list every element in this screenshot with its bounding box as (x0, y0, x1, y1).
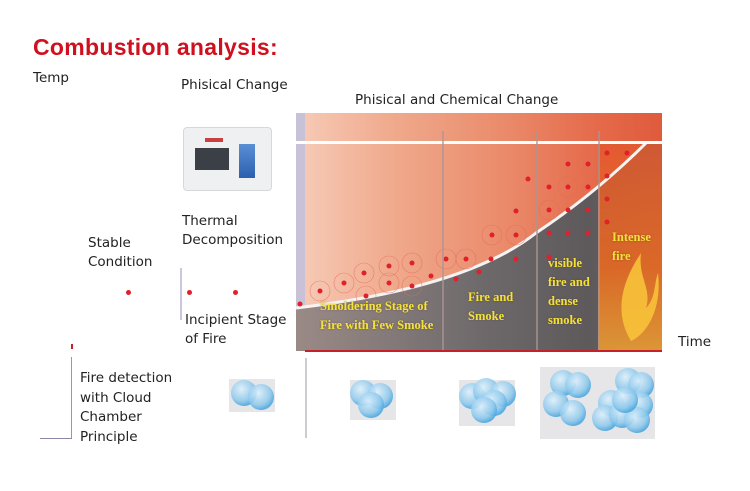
brand-logo (205, 138, 223, 142)
particle-dot (233, 290, 238, 295)
label-line: Decomposition (182, 232, 284, 248)
label-line: Stable (88, 235, 131, 251)
label-line: smoke (548, 313, 583, 327)
combustion-chart: Smoldering Stage of Fire with Few Smoke … (296, 113, 662, 351)
fire-detector-device (183, 127, 272, 191)
stage-visible-fire-label: visible fire and dense smoke (548, 254, 590, 330)
screen (195, 148, 229, 170)
incipient-stage-label: Incipient Stage of Fire (185, 311, 287, 349)
stage-smoldering-label: Smoldering Stage of Fire with Few Smoke (320, 297, 433, 335)
stage-fire-smoke-label: Fire and Smoke (468, 288, 513, 326)
divider (305, 358, 307, 438)
divider (180, 268, 182, 320)
chart-left-strip (296, 113, 305, 351)
particle-dot (126, 290, 131, 295)
x-axis-label: Time (678, 334, 712, 350)
stage-divider (536, 131, 538, 351)
label-line: Thermal (182, 213, 238, 229)
label-line: of Fire (185, 331, 227, 347)
label-line: Fire with Few Smoke (320, 318, 434, 332)
indicator-panel (239, 144, 255, 178)
bracket-line (40, 438, 72, 439)
label-line: Smoke (468, 309, 505, 323)
label-line: with Cloud (80, 389, 152, 406)
page-title: Combustion analysis: (33, 34, 278, 60)
label-line: Principle (80, 428, 138, 445)
header-physical-chemical-change: Phisical and Chemical Change (355, 92, 559, 108)
particle-dot (187, 290, 192, 295)
thermal-decomposition-label: Thermal Decomposition (182, 212, 283, 250)
stable-condition-label: Stable Condition (88, 234, 152, 272)
stage-divider (442, 131, 444, 351)
time-axis (305, 350, 662, 352)
label-line: visible (548, 256, 583, 270)
label-line: Incipient Stage (185, 312, 287, 328)
label-line: Fire detection (80, 370, 173, 386)
label-line: Fire and (468, 290, 514, 304)
label-line: dense (548, 294, 578, 308)
label-line: fire and (548, 275, 590, 289)
detection-principle-label: Fire detection with Cloud Chamber Princi… (80, 369, 172, 447)
smoke-fire-curve (296, 141, 662, 351)
label-line: fire (612, 249, 631, 263)
stage-intense-fire-label: Intense fire (612, 228, 651, 266)
marker (71, 344, 73, 349)
stage-divider (598, 131, 600, 351)
label-line: Condition (88, 254, 153, 270)
label-line: Intense (612, 230, 651, 244)
label-line: Chamber (80, 409, 142, 425)
label-line: Smoldering Stage of (320, 299, 428, 313)
bracket-line (71, 357, 72, 439)
threshold-line (296, 141, 662, 144)
y-axis-label: Temp (33, 70, 69, 86)
header-physical-change: Phisical Change (181, 77, 288, 93)
